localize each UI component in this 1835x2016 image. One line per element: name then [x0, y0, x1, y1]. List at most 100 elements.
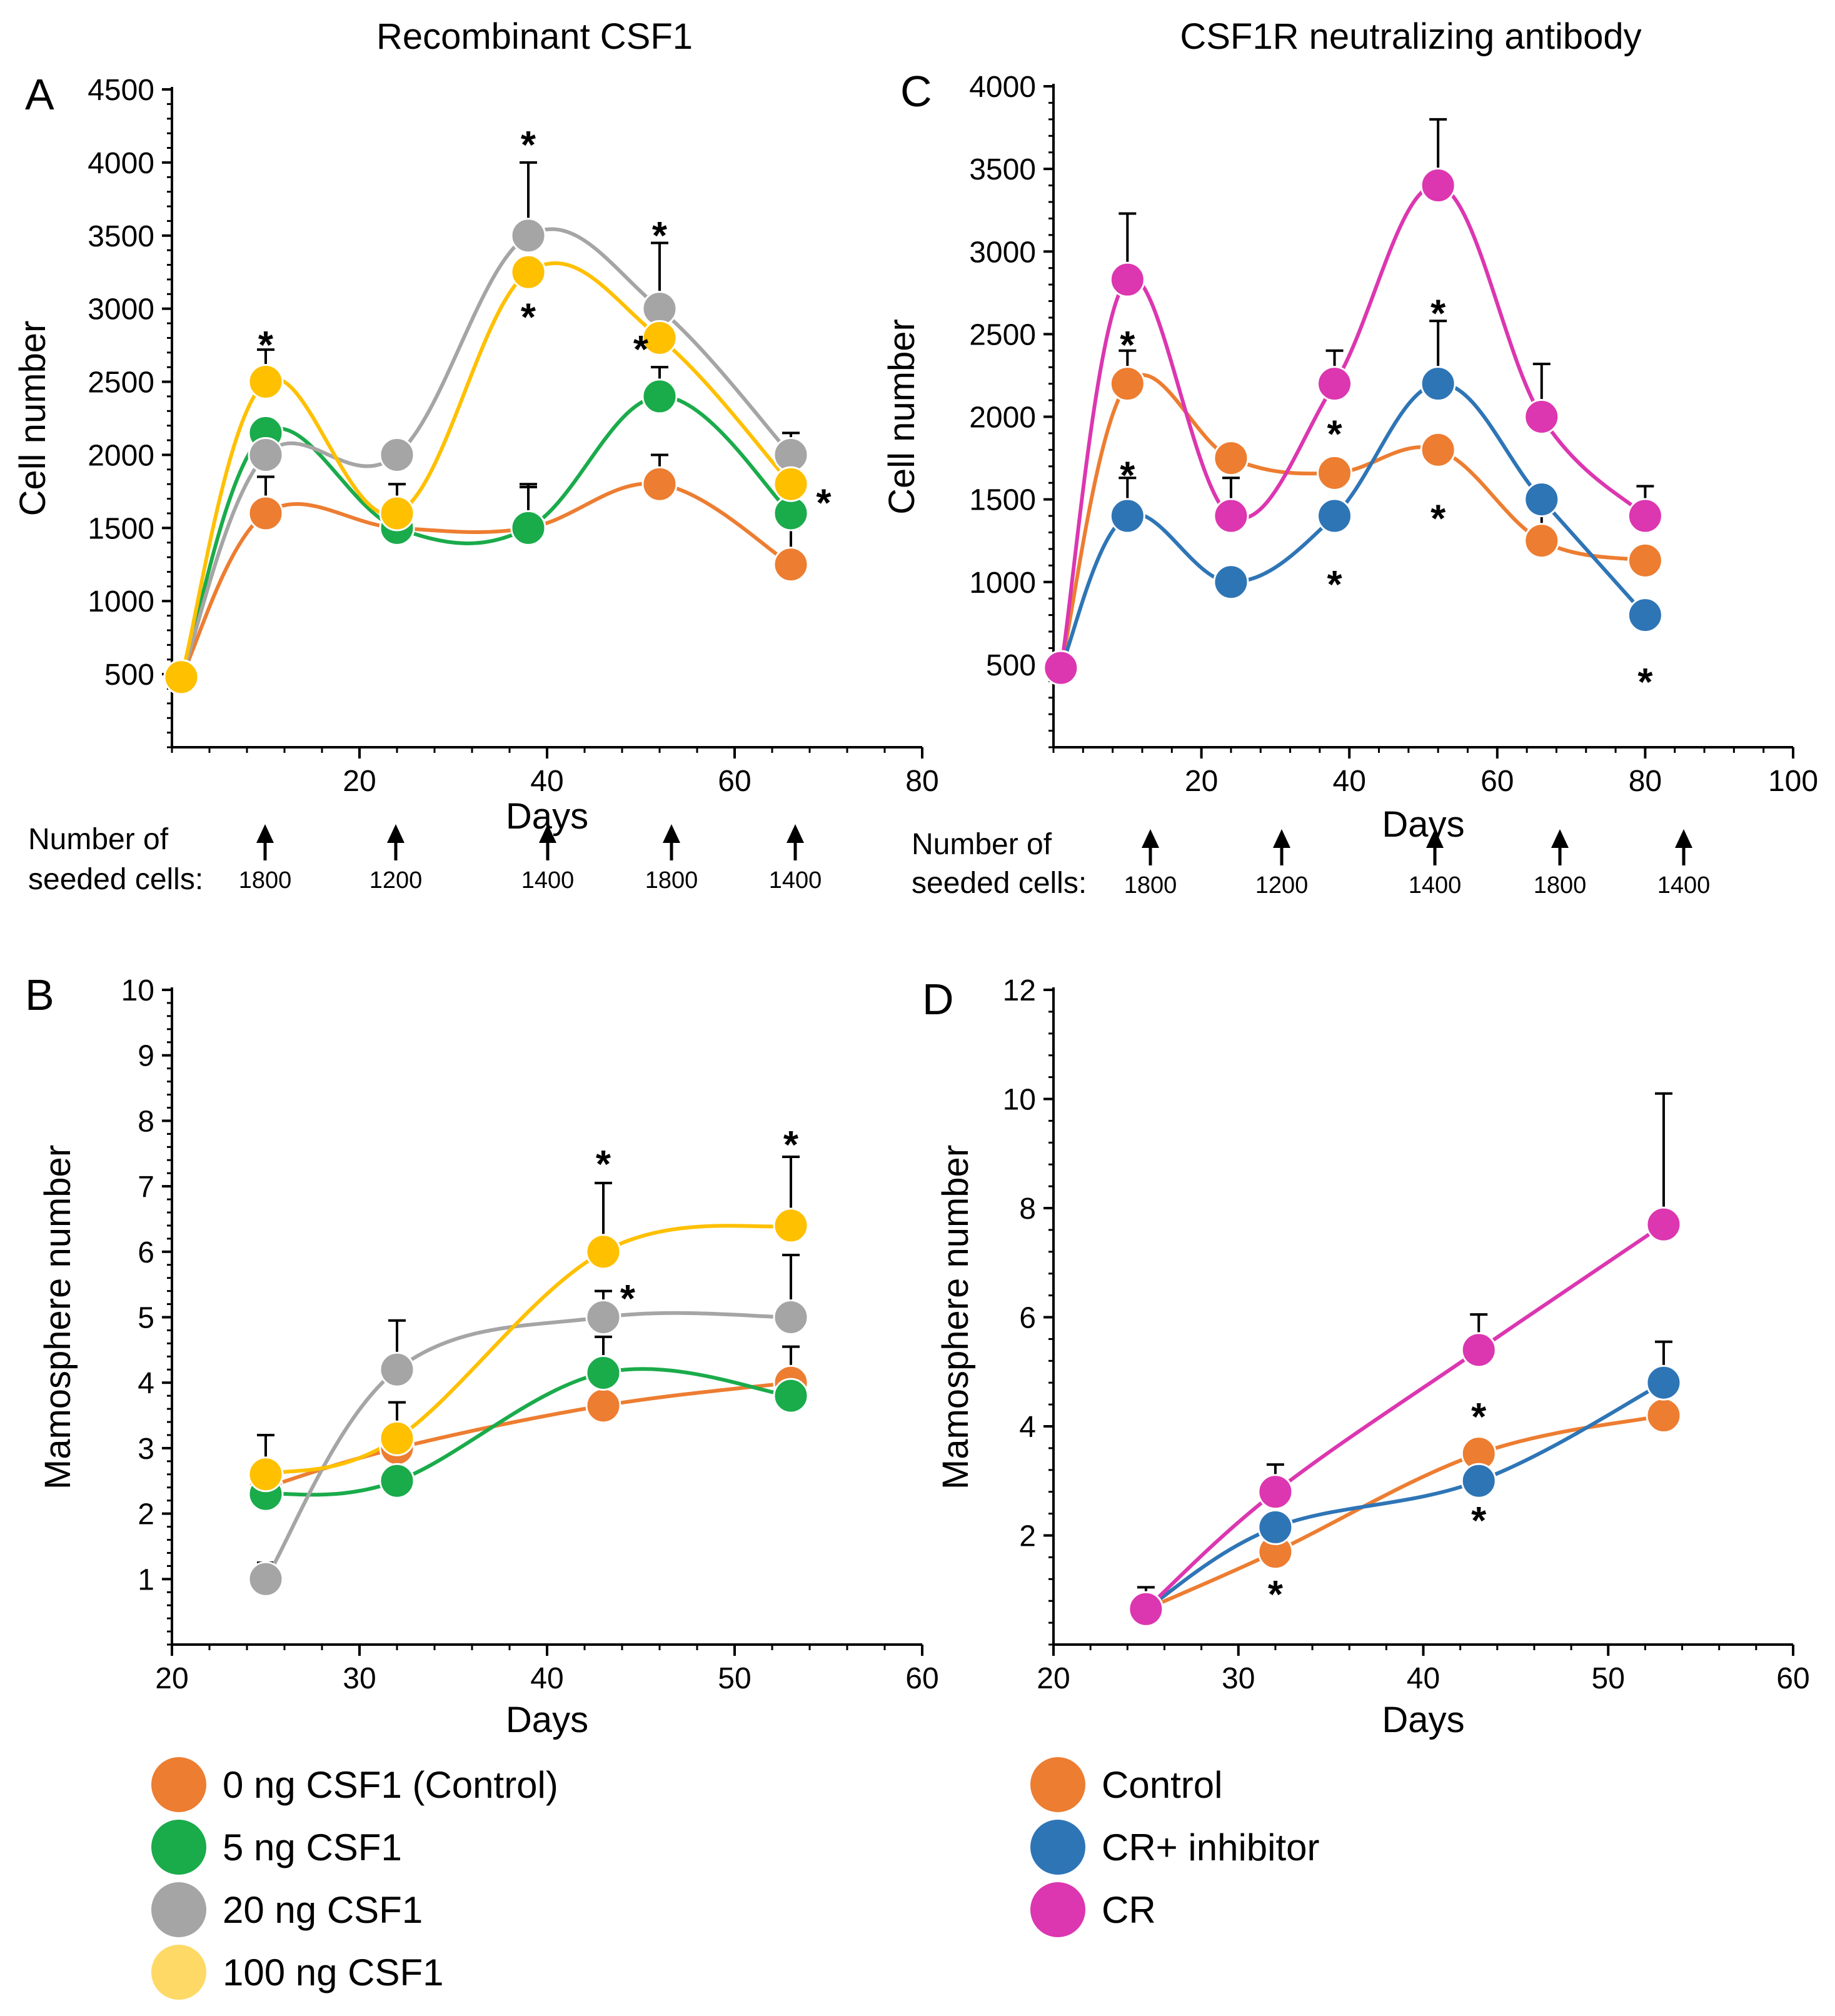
series-line	[265, 1367, 792, 1497]
data-point	[1043, 650, 1079, 686]
significance-marker: *	[1637, 661, 1653, 704]
data-point	[248, 1456, 284, 1493]
seeded-value: 1200	[1255, 872, 1309, 899]
significance-marker: *	[1327, 563, 1342, 607]
seed-arrow-icon	[1551, 829, 1569, 848]
series-line	[265, 1223, 792, 1476]
x-tick-label: 60	[718, 765, 751, 798]
seeded-value: 1400	[1409, 872, 1462, 899]
panel-letter: D	[922, 975, 954, 1024]
chart-panel-b: B 1 2 3 4 5 6 7 8 9 10 20 30 40 50 60 Days Mamosphere num…	[25, 970, 939, 1740]
data-point	[1420, 366, 1456, 402]
x-tick-label: 40	[530, 1662, 563, 1695]
chart-panel-c: CSF1R neutralizing antibody C 500 1000 1500 2…	[882, 16, 1818, 900]
chart-title: Recombinant CSF1	[376, 16, 693, 57]
y-tick-label: 1	[138, 1563, 154, 1596]
data-point	[379, 1420, 415, 1456]
data-point	[641, 320, 678, 356]
data-point	[1627, 597, 1663, 633]
y-tick-label: 4000	[969, 71, 1036, 104]
data-point	[1257, 1474, 1294, 1510]
significance-marker: *	[596, 1143, 611, 1186]
x-tick-label: 40	[1407, 1662, 1440, 1695]
series-line	[264, 1311, 792, 1580]
significance-marker: *	[521, 124, 536, 167]
x-tick-label: 30	[1222, 1662, 1255, 1695]
y-tick-label: 7	[138, 1171, 154, 1204]
chart-title: CSF1R neutralizing antibody	[1180, 16, 1641, 57]
x-tick-label: 60	[905, 1662, 938, 1695]
x-axis-label: Days	[1382, 804, 1464, 845]
data-point	[585, 1354, 621, 1391]
legend-swatch	[1030, 1820, 1085, 1875]
series-line	[1145, 1413, 1664, 1611]
legend-label: Control	[1102, 1764, 1223, 1806]
significance-marker: *	[633, 328, 649, 371]
data-point	[585, 1388, 621, 1424]
data-point	[510, 254, 546, 290]
chart-panel-d: D 2 4 6 8 10 12 20 30 40 50 60 Days Mamosphere number…	[922, 974, 1810, 1740]
significance-marker: *	[652, 214, 668, 258]
y-tick-label: 5	[138, 1302, 154, 1335]
data-point	[248, 436, 284, 473]
data-point	[641, 466, 678, 502]
data-point	[1524, 481, 1560, 518]
data-point	[1317, 366, 1353, 402]
seeded-label: seeded cells:	[912, 867, 1087, 900]
x-tick-label: 80	[1629, 765, 1662, 798]
legend-label: 20 ng CSF1	[223, 1889, 423, 1931]
data-point	[773, 466, 809, 502]
seeded-label: Number of	[28, 823, 169, 856]
x-tick-label: 60	[1481, 765, 1514, 798]
x-tick-label: 60	[1776, 1662, 1809, 1695]
seed-arrow-icon	[387, 824, 405, 843]
data-point	[1646, 1206, 1682, 1242]
seeded-value: 1200	[370, 867, 423, 894]
seed-arrow-icon	[1426, 829, 1444, 848]
legend-left: 0 ng CSF1 (Control) 5 ng CSF1 20 ng CSF1…	[151, 1757, 714, 2007]
legend-right: Control CR+ inhibitor CR	[1030, 1757, 1593, 1945]
significance-marker: *	[1268, 1573, 1284, 1616]
x-tick-label: 100	[1768, 765, 1818, 798]
y-tick-label: 10	[121, 974, 154, 1007]
seeded-value: 1400	[521, 867, 575, 894]
x-tick-label: 20	[1037, 1662, 1070, 1695]
data-point	[1627, 498, 1663, 534]
y-tick-label: 4	[1019, 1411, 1036, 1444]
y-tick-label: 2500	[969, 318, 1036, 351]
y-tick-label: 3000	[88, 293, 154, 326]
seed-arrow-icon	[256, 824, 274, 843]
data-point	[379, 436, 415, 473]
y-tick-label: 1500	[969, 484, 1036, 517]
data-point	[773, 547, 809, 583]
legend-swatch	[151, 1820, 206, 1875]
data-point	[1317, 498, 1353, 534]
data-point	[1213, 440, 1249, 476]
y-tick-label: 8	[1019, 1192, 1036, 1226]
significance-marker: *	[1430, 293, 1446, 336]
y-tick-label: 1500	[88, 512, 154, 545]
data-point	[510, 218, 546, 254]
significance-marker: *	[816, 482, 832, 525]
y-tick-label: 9	[138, 1040, 154, 1073]
y-tick-label: 3500	[969, 153, 1036, 186]
panel-letter: A	[25, 70, 54, 119]
panel-letter: C	[900, 67, 932, 116]
y-tick-label: 3500	[88, 220, 154, 253]
seeded-label: Number of	[912, 828, 1052, 861]
panel-letter: B	[25, 970, 54, 1019]
data-point	[585, 1299, 621, 1335]
legend-swatch	[151, 1945, 206, 2000]
y-tick-label: 2	[138, 1498, 154, 1531]
data-point	[1646, 1398, 1682, 1434]
y-axis-label: Cell number	[882, 319, 922, 515]
seeded-value: 1400	[1657, 872, 1711, 899]
data-point	[1460, 1332, 1497, 1368]
significance-marker: *	[1120, 455, 1135, 498]
significance-marker: *	[1471, 1499, 1487, 1543]
y-tick-label: 4	[138, 1367, 154, 1400]
y-tick-label: 2000	[969, 401, 1036, 435]
data-point	[773, 1207, 809, 1244]
seed-arrow-icon	[539, 824, 556, 843]
